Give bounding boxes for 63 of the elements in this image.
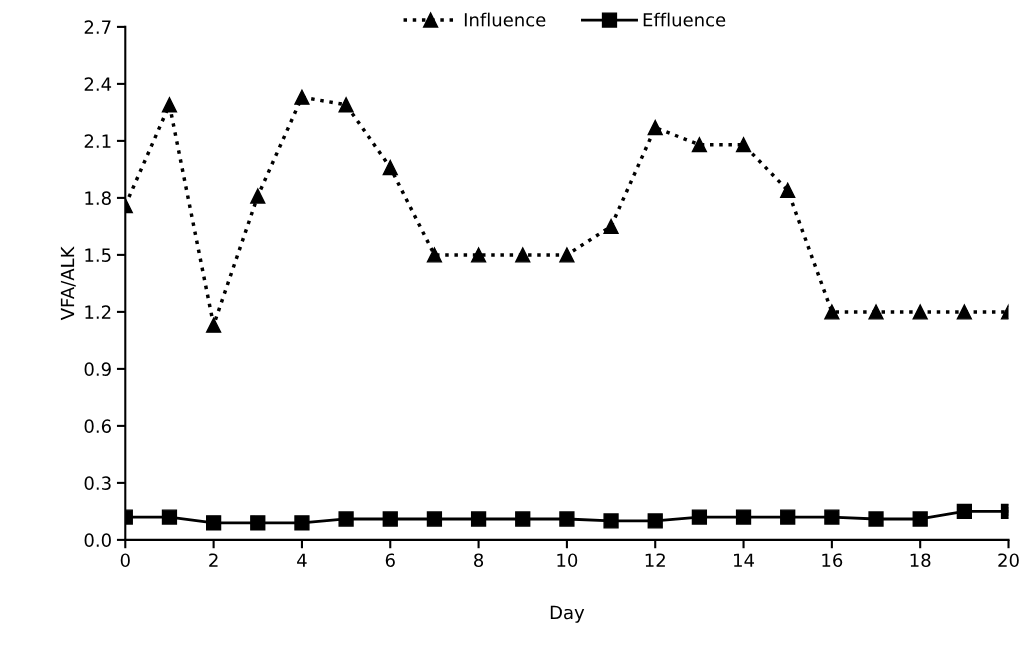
point bbox=[161, 97, 178, 113]
point bbox=[559, 511, 575, 527]
y-tick-label: 1.8 bbox=[85, 191, 111, 206]
point bbox=[559, 247, 575, 263]
y-tick-label: 0.6 bbox=[84, 419, 111, 434]
point bbox=[426, 511, 443, 527]
y-axis-title: VFA/ALK bbox=[60, 246, 76, 321]
point bbox=[912, 304, 928, 320]
x-tick-label: 6 bbox=[385, 553, 395, 568]
point bbox=[470, 247, 487, 263]
point bbox=[868, 304, 884, 320]
y-tick-label: 0.9 bbox=[84, 362, 111, 377]
y-tick-label: 2.1 bbox=[84, 134, 111, 148]
point bbox=[691, 137, 708, 153]
point bbox=[470, 511, 487, 527]
point bbox=[780, 509, 796, 525]
point bbox=[735, 137, 752, 153]
point bbox=[824, 304, 840, 320]
point bbox=[205, 317, 222, 333]
y-tick-label: 0.3 bbox=[84, 476, 111, 491]
point bbox=[382, 511, 398, 527]
y-tick-label: 1.2 bbox=[85, 305, 111, 319]
point bbox=[250, 515, 266, 531]
y-tick-label: 2.4 bbox=[84, 77, 112, 91]
point bbox=[780, 182, 796, 198]
point bbox=[294, 89, 310, 105]
point bbox=[735, 509, 752, 525]
x-tick-label: 20 bbox=[998, 553, 1019, 568]
point bbox=[515, 511, 531, 527]
point bbox=[426, 247, 443, 263]
point bbox=[956, 304, 972, 320]
x-tick-label: 10 bbox=[557, 553, 578, 568]
legend-label: Influence bbox=[464, 12, 546, 27]
point bbox=[912, 511, 928, 527]
point bbox=[824, 509, 840, 525]
x-tick-label: 8 bbox=[474, 553, 484, 568]
point bbox=[603, 218, 619, 235]
point bbox=[515, 247, 531, 263]
x-tick-label: 16 bbox=[822, 553, 843, 568]
point bbox=[647, 119, 663, 136]
point bbox=[691, 509, 708, 525]
y-tick-label: 1.5 bbox=[85, 248, 111, 263]
point bbox=[603, 513, 619, 529]
y-tick-label: 0.0 bbox=[84, 533, 111, 547]
x-axis-title: Day bbox=[550, 605, 585, 623]
x-tick-label: 2 bbox=[209, 553, 218, 567]
point bbox=[647, 513, 663, 529]
x-tick-label: 0 bbox=[120, 553, 130, 568]
x-tick-label: 4 bbox=[297, 553, 307, 567]
point bbox=[868, 511, 884, 527]
x-tick-label: 12 bbox=[645, 553, 665, 567]
point bbox=[382, 159, 398, 176]
point bbox=[338, 97, 354, 113]
x-tick-label: 18 bbox=[910, 553, 931, 568]
legend-label: Effluence bbox=[643, 12, 726, 27]
point bbox=[161, 509, 178, 525]
point bbox=[294, 515, 310, 531]
x-tick-label: 14 bbox=[734, 553, 755, 567]
point bbox=[205, 515, 222, 531]
point bbox=[250, 188, 266, 204]
y-tick-label: 2.7 bbox=[84, 20, 111, 34]
point bbox=[338, 511, 354, 527]
point bbox=[956, 503, 972, 520]
